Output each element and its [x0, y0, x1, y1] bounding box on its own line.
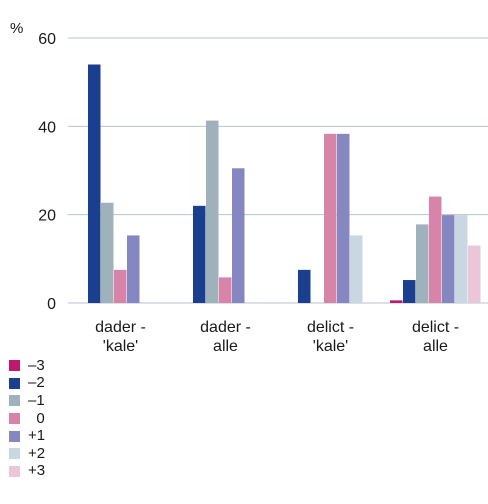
legend-item: +1 — [9, 427, 45, 445]
bar-series3-cat1 — [219, 277, 232, 303]
legend-item: +3 — [9, 463, 45, 481]
legend-swatch — [9, 377, 20, 389]
legend-label: +1 — [28, 427, 46, 445]
legend-item: 0 — [9, 410, 45, 428]
category-label-2: delict -'kale' — [307, 319, 354, 355]
bar-series4-cat2 — [337, 133, 350, 303]
bar-series3-cat2 — [324, 133, 337, 303]
bar-series6-cat3 — [468, 245, 481, 303]
legend-item: –2 — [9, 375, 45, 393]
legend-item: –1 — [9, 392, 45, 410]
bar-series2-cat3 — [416, 224, 429, 303]
y-tick-label-20: 20 — [38, 208, 56, 225]
bar-series1-cat3 — [403, 280, 416, 303]
bar-series0-cat3 — [390, 300, 403, 303]
bar-series1-cat2 — [298, 269, 311, 303]
legend-label: –2 — [28, 374, 45, 392]
bar-series4-cat3 — [442, 215, 455, 303]
legend-label: –3 — [28, 356, 45, 374]
bar-series2-cat0 — [101, 202, 114, 303]
legend-label: +3 — [28, 462, 46, 480]
y-tick-labels: 0 20 40 60 — [38, 31, 56, 313]
category-label-1: dader -alle — [200, 319, 251, 355]
bar-series4-cat1 — [232, 168, 245, 303]
bar-series3-cat3 — [429, 196, 442, 303]
y-tick-label-60: 60 — [38, 31, 56, 48]
bar-series5-cat2 — [350, 235, 363, 303]
legend-swatch — [9, 465, 20, 477]
bar-series1-cat1 — [193, 205, 206, 303]
legend: –3 –2 –1 0 +1 +2 +3 — [9, 357, 45, 480]
category-label-0: dader -'kale' — [95, 319, 146, 355]
legend-label: +2 — [28, 444, 46, 462]
legend-label: –1 — [28, 391, 45, 409]
legend-item: –3 — [9, 357, 45, 375]
legend-swatch — [9, 413, 20, 425]
legend-label: 0 — [28, 409, 45, 427]
bar-series2-cat1 — [206, 120, 219, 303]
y-tick-label-40: 40 — [38, 119, 56, 136]
legend-swatch — [9, 448, 20, 460]
category-labels: dader -'kale' dader -alle delict -'kale' de… — [95, 319, 459, 355]
bar-series1-cat0 — [88, 64, 101, 303]
bars — [88, 64, 481, 303]
category-label-3: delict -alle — [412, 319, 459, 355]
bar-series5-cat3 — [455, 215, 468, 303]
bar-series3-cat0 — [114, 269, 127, 303]
legend-item: +2 — [9, 445, 45, 463]
y-tick-label-0: 0 — [47, 296, 56, 313]
legend-swatch — [9, 430, 20, 442]
bar-series4-cat0 — [127, 235, 140, 303]
legend-swatch — [9, 360, 20, 372]
y-unit-label: % — [10, 20, 23, 37]
legend-swatch — [9, 395, 20, 407]
